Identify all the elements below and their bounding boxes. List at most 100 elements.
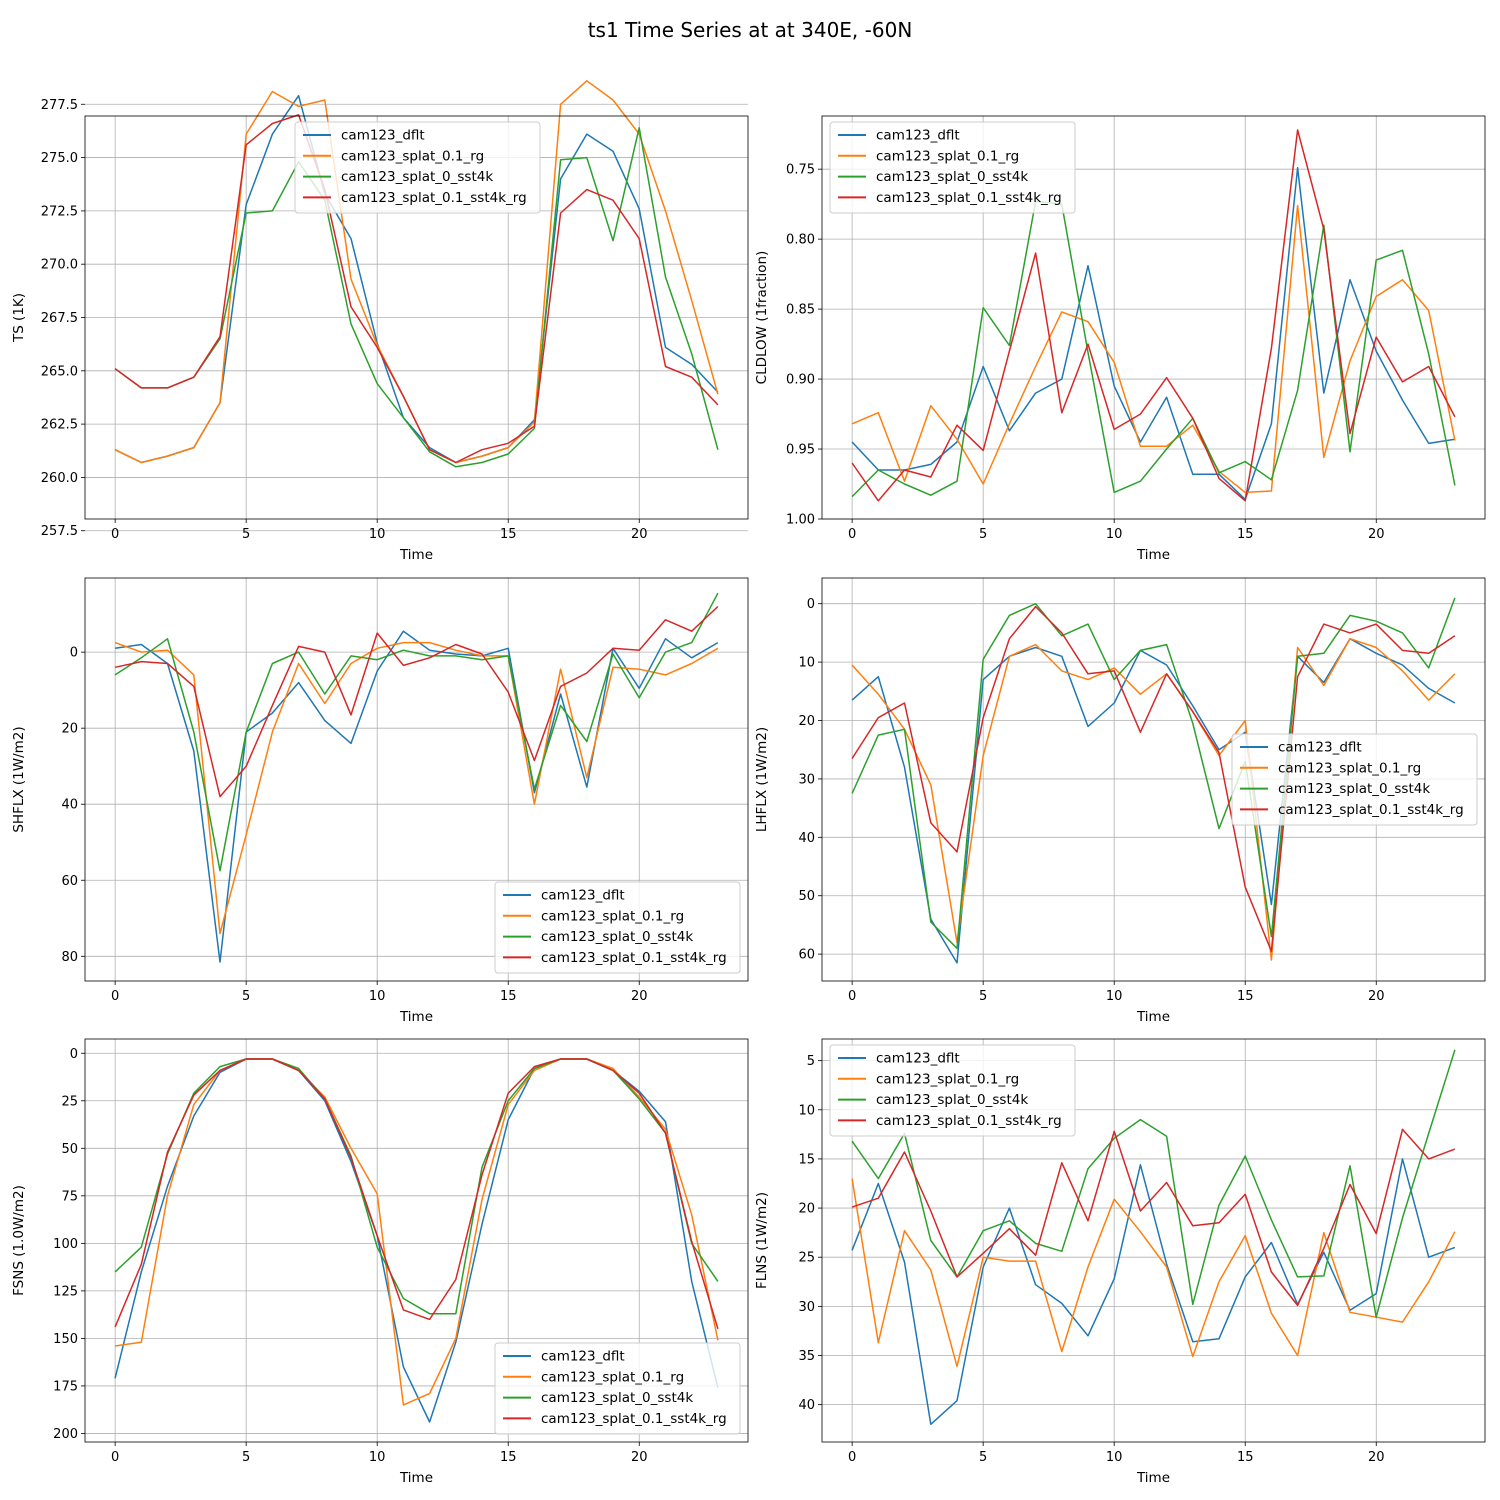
y-tick-label: 15 — [798, 1152, 815, 1167]
y-tick-label: 10 — [798, 656, 815, 671]
series-line-shflx-3 — [114, 605, 719, 798]
y-axis-label: CLDLOW (1fraction) — [754, 251, 770, 385]
legend: cam123_dflt cam123_splat_0.1_rg cam123_spl… — [494, 1342, 741, 1435]
x-tick-label: 10 — [369, 1450, 386, 1465]
x-axis-label: Time — [1136, 547, 1170, 563]
x-tick-label: 15 — [1237, 1450, 1254, 1465]
legend-box — [294, 121, 541, 214]
legend: cam123_dflt cam123_splat_0.1_rg cam123_spl… — [1231, 733, 1478, 826]
legend-label: cam123_splat_0.1_sst4k_rg — [541, 1411, 727, 1427]
x-tick-label: 15 — [1237, 527, 1254, 542]
series-line-flns-0 — [851, 1158, 1456, 1426]
y-tick-label: 262.5 — [41, 418, 78, 433]
x-axis-label: Time — [399, 547, 433, 563]
legend-box — [829, 121, 1076, 214]
series-line-fsns-3 — [114, 1058, 719, 1330]
x-tick-label: 0 — [111, 1450, 119, 1465]
x-tick-label: 15 — [500, 989, 517, 1004]
series-line-cldlow-3 — [851, 129, 1456, 502]
chart-cldlow: 0 5 10 15 20 0.75 0.80 0.85 0.90 0.95 1.00 Time CLDL… — [754, 115, 1486, 563]
x-tick-label: 5 — [242, 989, 250, 1004]
y-tick-label: 0 — [807, 597, 815, 612]
y-tick-label: 40 — [61, 798, 78, 813]
legend-box — [494, 1342, 741, 1435]
y-tick-label: 267.5 — [41, 311, 78, 326]
x-tick-label: 0 — [848, 1450, 856, 1465]
legend-label: cam123_dflt — [876, 1051, 960, 1067]
x-tick-label: 20 — [631, 527, 648, 542]
y-tick-label: 40 — [798, 831, 815, 846]
x-tick-label: 0 — [848, 527, 856, 542]
y-tick-label: 0 — [70, 1047, 78, 1062]
y-tick-label: 80 — [61, 950, 78, 965]
legend: cam123_dflt cam123_splat_0.1_rg cam123_spl… — [829, 121, 1076, 214]
chart-shflx: 0 5 10 15 20 0 20 40 60 80 Time SHFLX (1W/m2) cam123… — [11, 577, 749, 1025]
chart-ts: 0 5 10 15 20 277.5 275.0 272.5 270.0 267.5 265.0 26… — [11, 80, 749, 563]
x-tick-label: 10 — [369, 989, 386, 1004]
y-tick-label: 20 — [798, 714, 815, 729]
x-tick-label: 20 — [631, 989, 648, 1004]
legend-label: cam123_splat_0_sst4k — [876, 169, 1028, 185]
legend-label: cam123_splat_0.1_sst4k_rg — [1278, 802, 1464, 818]
legend-label: cam123_dflt — [1278, 740, 1362, 756]
x-axis-label: Time — [1136, 1009, 1170, 1025]
legend-box — [1231, 733, 1478, 826]
y-tick-label: 175 — [53, 1379, 78, 1394]
x-tick-label: 5 — [242, 527, 250, 542]
legend-label: cam123_splat_0_sst4k — [541, 1390, 693, 1406]
x-tick-label: 0 — [111, 527, 119, 542]
chart-lhflx: 0 5 10 15 20 0 10 20 30 40 50 60 Time LHFLX (1W/m2) ca… — [754, 577, 1486, 1025]
y-tick-label: 75 — [61, 1189, 78, 1204]
x-tick-label: 5 — [979, 527, 987, 542]
y-axis-label: FSNS (1.0W/m2) — [11, 1185, 27, 1296]
series-line-ts-3 — [114, 114, 719, 464]
y-tick-label: 265.0 — [41, 364, 78, 379]
series-line-lhflx-3 — [851, 605, 1456, 952]
legend-label: cam123_splat_0.1_rg — [876, 1071, 1019, 1087]
y-tick-label: 125 — [53, 1284, 78, 1299]
axes-frame — [821, 1038, 1486, 1443]
y-tick-label: 1.00 — [786, 513, 815, 528]
series-line-lhflx-2 — [851, 597, 1456, 950]
legend-label: cam123_splat_0.1_rg — [876, 148, 1019, 164]
legend-label: cam123_dflt — [876, 128, 960, 144]
axes-frame — [821, 577, 1486, 982]
figure-title: ts1 Time Series at at 340E, -60N — [588, 18, 913, 42]
y-tick-label: 100 — [53, 1237, 78, 1252]
legend-label: cam123_splat_0.1_sst4k_rg — [341, 190, 527, 206]
x-tick-label: 10 — [1106, 989, 1123, 1004]
legend-box — [494, 881, 741, 974]
x-tick-label: 0 — [111, 989, 119, 1004]
axes-frame — [84, 577, 749, 982]
y-axis-label: LHFLX (1W/m2) — [754, 727, 770, 832]
series-line-flns-1 — [851, 1178, 1456, 1368]
y-tick-label: 0 — [70, 646, 78, 661]
y-tick-label: 60 — [61, 874, 78, 889]
legend: cam123_dflt cam123_splat_0.1_rg cam123_spl… — [829, 1044, 1076, 1137]
legend-label: cam123_splat_0.1_sst4k_rg — [876, 1113, 1062, 1129]
y-axis-label: SHFLX (1W/m2) — [11, 726, 27, 832]
series-line-ts-2 — [114, 126, 719, 468]
y-tick-label: 150 — [53, 1332, 78, 1347]
x-axis-label: Time — [399, 1470, 433, 1486]
legend-label: cam123_splat_0.1_rg — [541, 908, 684, 924]
x-tick-label: 15 — [500, 1450, 517, 1465]
y-tick-label: 10 — [798, 1103, 815, 1118]
axes-frame — [821, 115, 1486, 520]
y-tick-label: 50 — [798, 889, 815, 904]
series-line-shflx-2 — [114, 592, 719, 872]
legend-label: cam123_splat_0.1_sst4k_rg — [541, 950, 727, 966]
y-tick-label: 0.85 — [786, 303, 815, 318]
x-tick-label: 15 — [500, 527, 517, 542]
legend-label: cam123_splat_0.1_sst4k_rg — [876, 190, 1062, 206]
y-tick-label: 275.0 — [41, 151, 78, 166]
legend-label: cam123_dflt — [541, 1349, 625, 1365]
legend-label: cam123_splat_0.1_rg — [541, 1369, 684, 1385]
x-tick-label: 20 — [1368, 1450, 1385, 1465]
y-tick-label: 60 — [798, 948, 815, 963]
y-tick-label: 20 — [798, 1202, 815, 1217]
series-line-shflx-0 — [114, 630, 719, 963]
legend-label: cam123_splat_0_sst4k — [341, 169, 493, 185]
y-tick-label: 40 — [798, 1398, 815, 1413]
